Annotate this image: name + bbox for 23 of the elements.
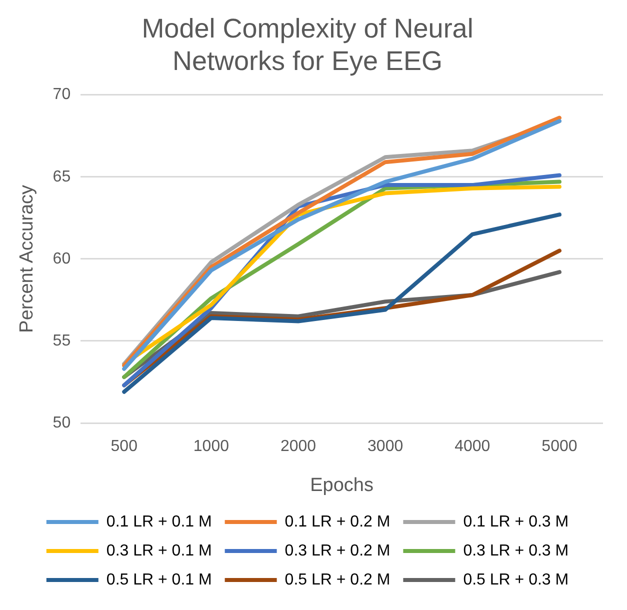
legend-label: 0.5 LR + 0.3 M: [463, 571, 569, 588]
y-tick-label: 65: [52, 168, 71, 186]
legend-label: 0.1 LR + 0.2 M: [284, 513, 390, 530]
x-tick-label: 1000: [193, 438, 230, 456]
x-axis-title: Epochs: [310, 474, 374, 496]
x-tick-label: 4000: [454, 438, 490, 456]
y-tick-label: 55: [52, 332, 71, 350]
legend-label: 0.3 LR + 0.2 M: [284, 542, 390, 560]
legend-label: 0.5 LR + 0.2 M: [284, 571, 390, 588]
x-tick-label: 2000: [280, 438, 316, 456]
y-tick-label: 50: [52, 414, 71, 432]
y-axis-title: Percent Accuracy: [16, 184, 38, 333]
x-tick-label: 500: [110, 438, 138, 456]
x-tick-label: 5000: [542, 438, 578, 456]
legend-label: 0.3 LR + 0.1 M: [106, 542, 212, 560]
chart-title: Model Complexity of Neural Networks for Eye EEG: [142, 14, 474, 76]
legend-label: 0.3 LR + 0.3 M: [463, 542, 569, 560]
y-tick-label: 60: [52, 250, 71, 268]
legend-label: 0.1 LR + 0.3 M: [463, 513, 569, 530]
legend-label: 0.5 LR + 0.1 M: [106, 571, 212, 588]
legend-label: 0.1 LR + 0.1 M: [106, 513, 212, 530]
y-tick-label: 70: [52, 86, 71, 104]
x-tick-label: 3000: [368, 438, 404, 456]
